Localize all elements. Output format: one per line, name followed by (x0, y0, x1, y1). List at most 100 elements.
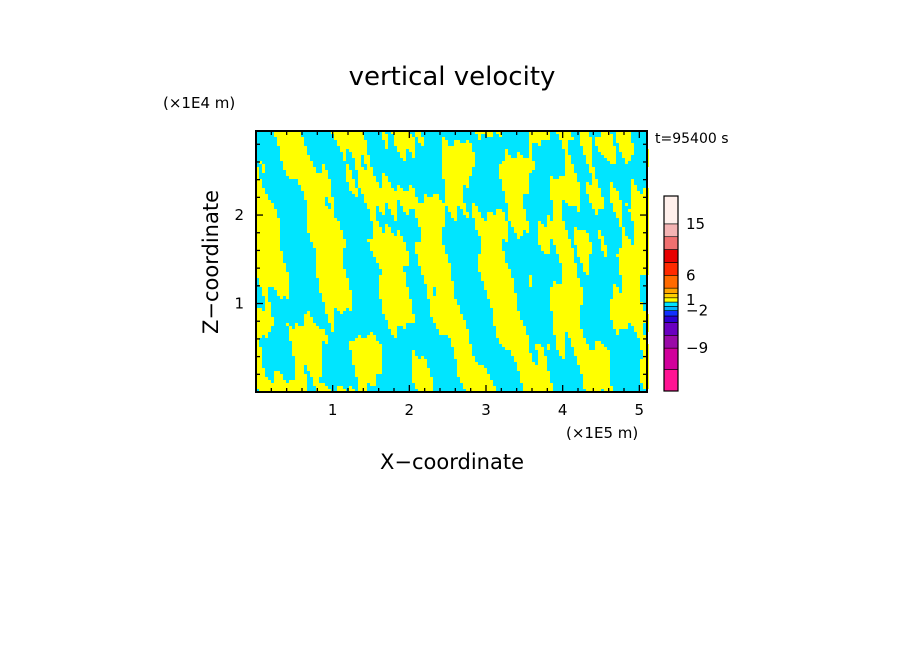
field-cell (316, 239, 319, 242)
field-cell (394, 140, 397, 143)
field-cell (580, 329, 583, 332)
field-cell (520, 188, 523, 191)
field-cell (466, 212, 469, 215)
field-cell (385, 197, 388, 200)
field-cell (499, 284, 502, 287)
field-cell (616, 302, 619, 305)
field-cell (439, 257, 442, 260)
field-cell (553, 311, 556, 314)
field-cell (571, 182, 574, 185)
field-cell (442, 323, 445, 326)
field-cell (580, 362, 583, 365)
field-cell (463, 146, 466, 149)
field-cell (640, 323, 643, 326)
field-cell (388, 263, 391, 266)
field-cell (430, 221, 433, 224)
field-cell (517, 353, 520, 356)
field-cell (634, 242, 637, 245)
field-cell (622, 287, 625, 290)
field-cell (571, 326, 574, 329)
field-cell (331, 203, 334, 206)
field-cell (394, 266, 397, 269)
field-cell (550, 179, 553, 182)
field-cell (454, 161, 457, 164)
field-cell (544, 233, 547, 236)
field-cell (622, 266, 625, 269)
field-cell (574, 314, 577, 317)
field-cell (259, 335, 262, 338)
field-cell (463, 374, 466, 377)
field-cell (262, 374, 265, 377)
field-cell (568, 311, 571, 314)
field-cell (340, 269, 343, 272)
field-cell (370, 215, 373, 218)
field-cell (271, 281, 274, 284)
field-cell (430, 236, 433, 239)
field-cell (382, 185, 385, 188)
field-cell (265, 194, 268, 197)
field-cell (379, 227, 382, 230)
field-cell (625, 203, 628, 206)
field-cell (502, 344, 505, 347)
field-cell (433, 275, 436, 278)
field-cell (421, 209, 424, 212)
field-cell (322, 332, 325, 335)
field-cell (562, 317, 565, 320)
field-cell (562, 311, 565, 314)
field-cell (445, 167, 448, 170)
field-cell (613, 200, 616, 203)
field-cell (328, 182, 331, 185)
field-cell (259, 185, 262, 188)
field-cell (334, 281, 337, 284)
field-cell (400, 155, 403, 158)
field-cell (511, 332, 514, 335)
field-cell (613, 287, 616, 290)
field-cell (538, 239, 541, 242)
field-cell (589, 188, 592, 191)
field-cell (484, 371, 487, 374)
field-cell (610, 137, 613, 140)
field-cell (445, 173, 448, 176)
field-cell (454, 329, 457, 332)
field-cell (268, 215, 271, 218)
field-cell (364, 140, 367, 143)
field-cell (469, 365, 472, 368)
field-cell (637, 212, 640, 215)
field-cell (643, 341, 646, 344)
field-cell (394, 218, 397, 221)
field-cell (337, 134, 340, 137)
field-cell (259, 254, 262, 257)
field-cell (427, 380, 430, 383)
field-cell (268, 209, 271, 212)
field-cell (454, 182, 457, 185)
field-cell (448, 155, 451, 158)
field-cell (469, 380, 472, 383)
field-cell (460, 335, 463, 338)
field-cell (583, 266, 586, 269)
field-cell (379, 200, 382, 203)
field-cell (481, 218, 484, 221)
field-cell (412, 203, 415, 206)
field-cell (583, 347, 586, 350)
field-cell (448, 299, 451, 302)
field-cell (622, 320, 625, 323)
field-cell (454, 143, 457, 146)
field-cell (562, 272, 565, 275)
field-cell (439, 251, 442, 254)
field-cell (541, 137, 544, 140)
field-cell (373, 209, 376, 212)
field-cell (391, 329, 394, 332)
field-cell (463, 164, 466, 167)
field-cell (373, 197, 376, 200)
field-cell (358, 137, 361, 140)
field-cell (547, 137, 550, 140)
field-cell (523, 371, 526, 374)
field-cell (376, 188, 379, 191)
field-cell (412, 200, 415, 203)
field-cell (511, 206, 514, 209)
field-cell (262, 236, 265, 239)
field-cell (358, 146, 361, 149)
field-cell (322, 242, 325, 245)
field-cell (331, 200, 334, 203)
field-cell (454, 206, 457, 209)
